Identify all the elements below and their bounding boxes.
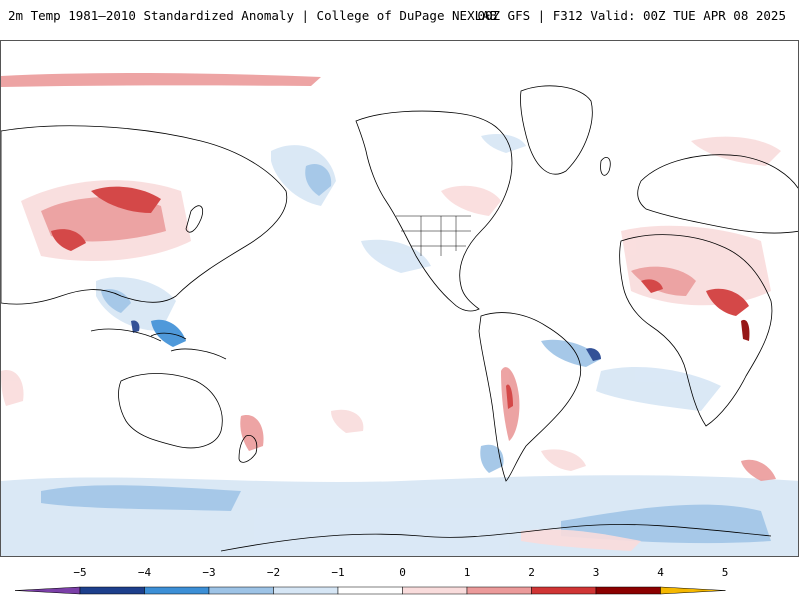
- world-anomaly-map: [0, 40, 799, 557]
- antarctica-outline: [220, 524, 772, 552]
- colorbar-tick-label: 0: [399, 566, 406, 579]
- colorbar-tick-label: 1: [463, 566, 471, 579]
- colorbar-segment-neg2-neg1: [273, 586, 339, 595]
- model-run-info: 00Z GFS | F312 Valid: 00Z TUE APR 08 202…: [477, 8, 786, 23]
- colorbar-tick-label: −5: [73, 566, 87, 579]
- colorbar-segment-pos3-pos4: [531, 586, 597, 595]
- colorbar-tick-label: −3: [202, 566, 216, 579]
- japan-outline: [185, 205, 204, 233]
- north-america-outline: [355, 110, 513, 312]
- new-zealand-outline: [238, 434, 258, 463]
- colorbar-tick-label: 2: [528, 566, 535, 579]
- uk-outline: [600, 157, 611, 176]
- header: 2m Temp 1981–2010 Standardized Anomaly |…: [0, 0, 800, 32]
- coastlines: [1, 85, 798, 552]
- colorbar-tick-label: 4: [657, 566, 664, 579]
- colorbar-extend-low: [14, 586, 81, 595]
- greenland-outline: [520, 85, 593, 175]
- colorbar-tick-label: 3: [592, 566, 600, 579]
- colorbar-segment-pos2-pos3: [466, 586, 532, 595]
- colorbar-extend-high: [660, 586, 726, 595]
- us-state-borders: [396, 215, 471, 256]
- colorbar-tick-label: −4: [137, 566, 152, 579]
- colorbar-segment-neg5-neg4: [79, 586, 145, 595]
- colorbar-tick-label: 5: [721, 566, 729, 579]
- colorbar-tick-label: −2: [266, 566, 281, 579]
- south-america-outline: [478, 312, 581, 482]
- colorbar-tick-label: −1: [331, 566, 345, 579]
- colorbar: [14, 586, 726, 595]
- warm-anomaly-layer: [1, 73, 781, 551]
- colorbar-labels: −5 −4 −3 −2 −1 0 1 2 3 4 5: [0, 566, 800, 582]
- colorbar-segment-neg3-neg2: [208, 586, 274, 595]
- colorbar-segment-neg4-neg3: [144, 586, 210, 595]
- colorbar-segment-pos4-pos5: [595, 586, 661, 595]
- australia-outline: [118, 373, 223, 449]
- europe-outline: [637, 154, 798, 234]
- colorbar-segment-neg1-1: [337, 586, 403, 595]
- colorbar-segment-pos1-pos2: [402, 586, 468, 595]
- asia-outline: [1, 125, 288, 305]
- map-title: 2m Temp 1981–2010 Standardized Anomaly |…: [8, 8, 498, 23]
- indonesia-outline: [90, 328, 227, 360]
- africa-outline: [619, 234, 773, 427]
- map-canvas: [1, 73, 798, 556]
